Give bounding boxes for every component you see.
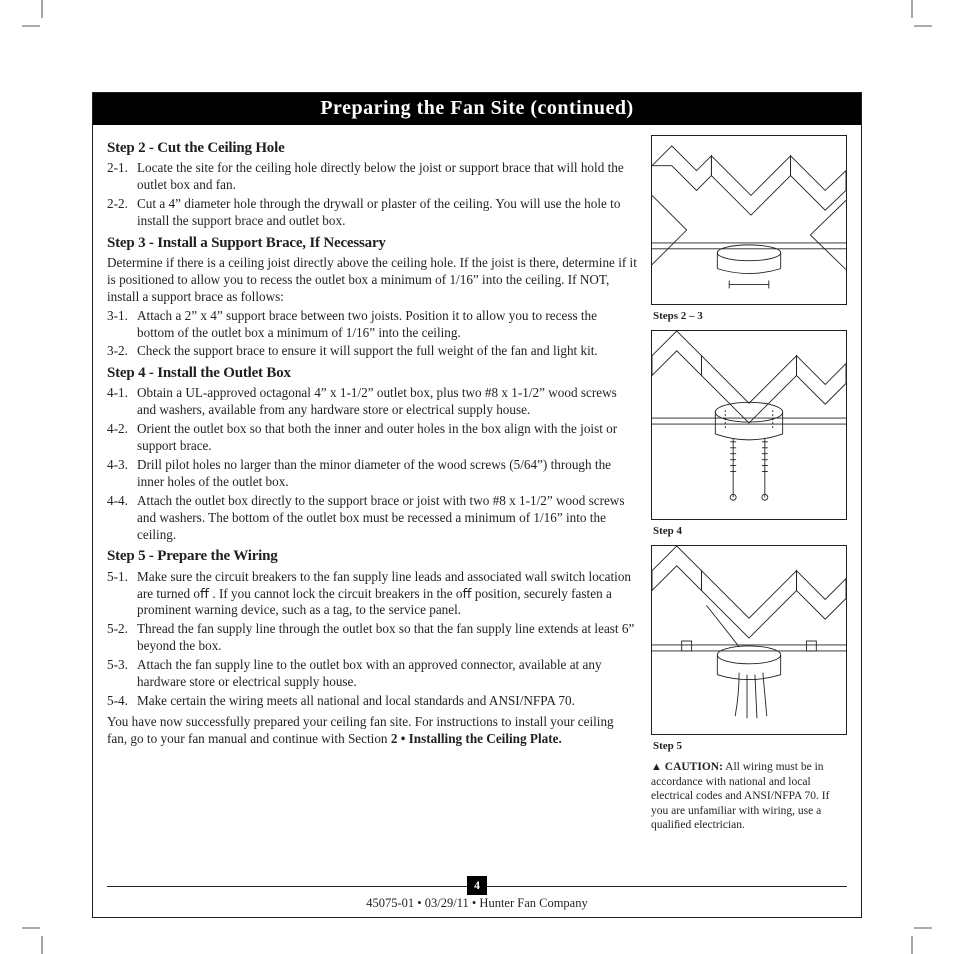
figure-label-4: Step 4 <box>653 525 847 537</box>
page-frame: Preparing the Fan Site (continued) Step … <box>92 92 862 918</box>
item-number: 2-2. <box>107 196 137 230</box>
step4-item-2: 4-2.Orient the outlet box so that both t… <box>107 421 637 455</box>
item-text: Make sure the circuit breakers to the fa… <box>137 569 637 620</box>
item-number: 4-3. <box>107 457 137 491</box>
crop-mark-bl <box>22 914 62 954</box>
figure-label-2-3: Steps 2 – 3 <box>653 310 847 322</box>
page-number: 4 <box>467 876 487 895</box>
item-text: Orient the outlet box so that both the i… <box>137 421 637 455</box>
item-number: 5-1. <box>107 569 137 620</box>
step3-item-1: 3-1.Attach a 2” x 4” support brace betwe… <box>107 308 637 342</box>
item-number: 4-1. <box>107 385 137 419</box>
section-banner: Preparing the Fan Site (continued) <box>93 93 861 125</box>
caution-bold: CAUTION: <box>665 761 723 773</box>
footer-text: 45075-01 • 03/29/11 • Hunter Fan Company <box>93 896 861 911</box>
item-text: Obtain a UL-approved octagonal 4” x 1-1/… <box>137 385 637 419</box>
step2-item-1: 2-1.Locate the site for the ceiling hole… <box>107 160 637 194</box>
step2-item-2: 2-2.Cut a 4” diameter hole through the d… <box>107 196 637 230</box>
item-number: 5-2. <box>107 621 137 655</box>
caution-note: ▲ CAUTION: All wiring must be in accorda… <box>651 760 847 832</box>
figure-column: Steps 2 – 3 <box>651 135 847 833</box>
item-text: Attach the outlet box directly to the su… <box>137 493 637 544</box>
step5-item-2: 5-2.Thread the fan supply line through t… <box>107 621 637 655</box>
step5-item-1: 5-1.Make sure the circuit breakers to th… <box>107 569 637 620</box>
warning-icon: ▲ <box>651 761 662 775</box>
step4-item-1: 4-1.Obtain a UL-approved octagonal 4” x … <box>107 385 637 419</box>
item-number: 5-3. <box>107 657 137 691</box>
figure-label-5: Step 5 <box>653 740 847 752</box>
text-column: Step 2 - Cut the Ceiling Hole 2-1.Locate… <box>107 135 637 833</box>
item-text: Thread the fan supply line through the o… <box>137 621 637 655</box>
content-columns: Step 2 - Cut the Ceiling Hole 2-1.Locate… <box>93 125 861 833</box>
crop-mark-tr <box>892 0 932 40</box>
item-text: Attach the fan supply line to the outlet… <box>137 657 637 691</box>
item-number: 5-4. <box>107 693 137 710</box>
item-number: 4-4. <box>107 493 137 544</box>
closing-paragraph: You have now successfully prepared your … <box>107 714 637 748</box>
crop-mark-tl <box>22 0 62 40</box>
step4-item-4: 4-4.Attach the outlet box directly to th… <box>107 493 637 544</box>
step2-heading: Step 2 - Cut the Ceiling Hole <box>107 139 637 158</box>
item-text: Drill pilot holes no larger than the min… <box>137 457 637 491</box>
item-text: Check the support brace to ensure it wil… <box>137 343 637 360</box>
step3-item-2: 3-2.Check the support brace to ensure it… <box>107 343 637 360</box>
step3-heading: Step 3 - Install a Support Brace, If Nec… <box>107 234 637 253</box>
item-text: Locate the site for the ceiling hole dir… <box>137 160 637 194</box>
closing-bold: 2 • Installing the Ceiling Plate. <box>391 731 562 746</box>
step5-item-4: 5-4.Make certain the wiring meets all na… <box>107 693 637 710</box>
step4-item-3: 4-3.Drill pilot holes no larger than the… <box>107 457 637 491</box>
item-text: Make certain the wiring meets all nation… <box>137 693 637 710</box>
crop-mark-br <box>892 914 932 954</box>
item-number: 3-2. <box>107 343 137 360</box>
item-number: 4-2. <box>107 421 137 455</box>
item-text: Attach a 2” x 4” support brace between t… <box>137 308 637 342</box>
item-number: 3-1. <box>107 308 137 342</box>
item-text: Cut a 4” diameter hole through the drywa… <box>137 196 637 230</box>
step5-heading: Step 5 - Prepare the Wiring <box>107 547 637 566</box>
figure-step-4 <box>651 330 847 520</box>
figure-step-5 <box>651 545 847 735</box>
item-number: 2-1. <box>107 160 137 194</box>
step3-intro: Determine if there is a ceiling joist di… <box>107 255 637 306</box>
figure-steps-2-3 <box>651 135 847 305</box>
step5-item-3: 5-3.Attach the fan supply line to the ou… <box>107 657 637 691</box>
step4-heading: Step 4 - Install the Outlet Box <box>107 364 637 383</box>
